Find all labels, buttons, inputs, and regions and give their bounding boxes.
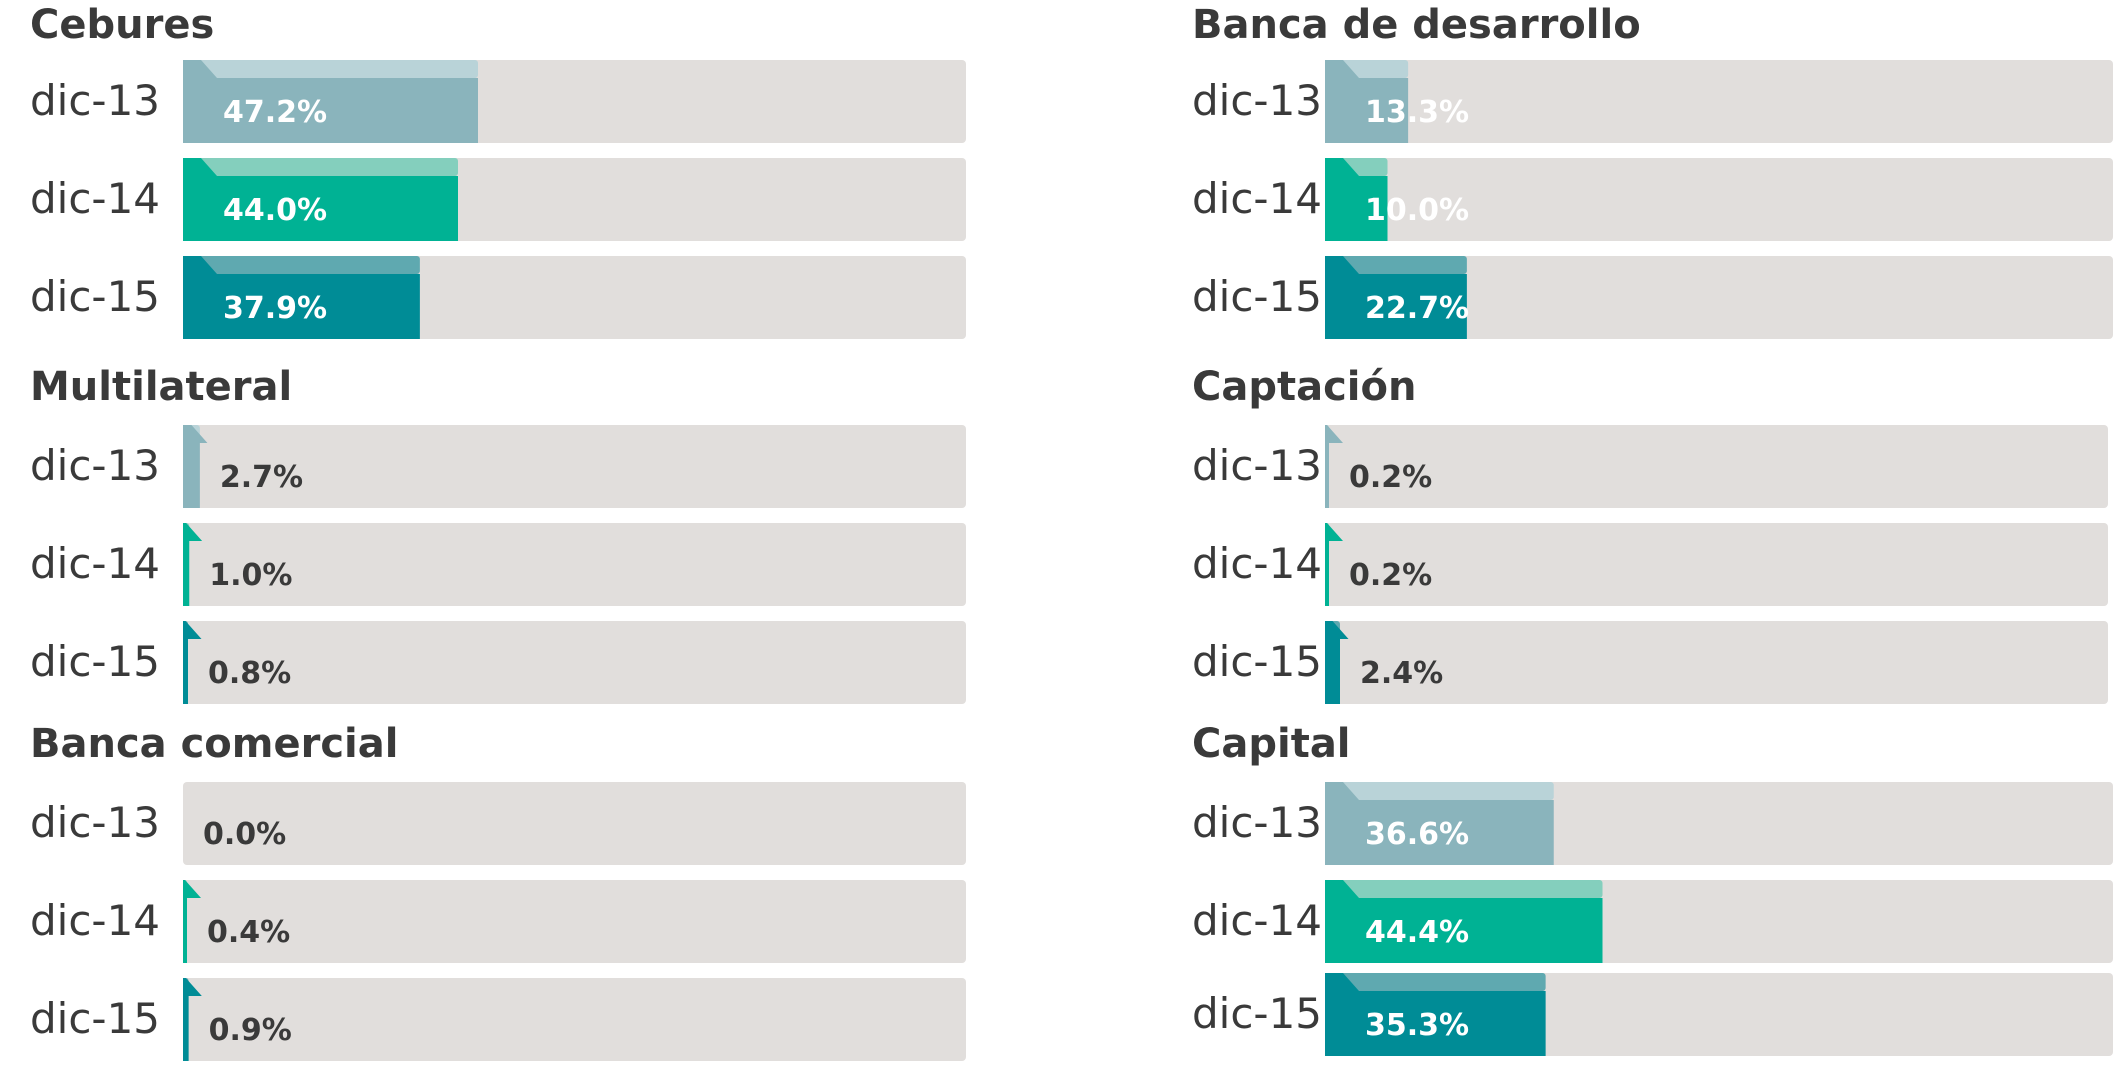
bar-highlight bbox=[183, 158, 458, 176]
category-label: dic-14 bbox=[1192, 174, 1322, 223]
bar-track bbox=[183, 880, 966, 963]
bar bbox=[183, 60, 478, 143]
bar-track bbox=[1325, 60, 2113, 143]
chart-panel: Capital dic-13 36.6% dic-14 44.4% dic-15 35.3% bbox=[1192, 721, 2113, 1056]
category-label: dic-13 bbox=[1192, 76, 1322, 125]
bar-track bbox=[183, 621, 966, 704]
chart-panel: Cebures dic-13 47.2% dic-14 44.0% dic-15 37.9% bbox=[30, 2, 966, 339]
panel-title: Banca de desarrollo bbox=[1192, 2, 1641, 48]
bar-highlight bbox=[183, 256, 420, 274]
data-label: 44.0% bbox=[223, 193, 327, 228]
data-label: 0.4% bbox=[207, 915, 290, 950]
bar-track bbox=[1325, 256, 2113, 339]
data-label: 13.3% bbox=[1365, 95, 1469, 130]
data-label: 0.2% bbox=[1349, 558, 1432, 593]
panel-title: Cebures bbox=[30, 2, 214, 48]
bar bbox=[1325, 256, 1467, 339]
category-label: dic-13 bbox=[30, 441, 160, 490]
bar-track bbox=[1325, 425, 2108, 508]
panel-title: Banca comercial bbox=[30, 721, 398, 767]
category-label: dic-14 bbox=[30, 896, 160, 945]
bar bbox=[1325, 880, 1603, 963]
data-label: 44.4% bbox=[1365, 915, 1469, 950]
bar bbox=[183, 256, 420, 339]
category-label: dic-13 bbox=[1192, 798, 1322, 847]
category-label: dic-15 bbox=[30, 272, 160, 321]
panel-title: Multilateral bbox=[30, 364, 292, 410]
data-label: 47.2% bbox=[223, 95, 327, 130]
data-label: 1.0% bbox=[209, 558, 292, 593]
chart-panel: Multilateral dic-13 2.7% dic-14 1.0% dic-15 0.… bbox=[30, 364, 966, 704]
panel-title: Captación bbox=[1192, 364, 1416, 410]
category-label: dic-14 bbox=[1192, 539, 1322, 588]
bar-highlight bbox=[1325, 782, 1554, 800]
chart-panel: Captación dic-13 0.2% dic-14 0.2% dic-15 2.4% bbox=[1192, 364, 2108, 704]
bar-track bbox=[1325, 523, 2108, 606]
bar-track bbox=[183, 978, 966, 1061]
category-label: dic-13 bbox=[1192, 441, 1322, 490]
data-label: 22.7% bbox=[1365, 291, 1469, 326]
bar-track bbox=[183, 782, 966, 865]
category-label: dic-15 bbox=[30, 994, 160, 1043]
panel-title: Capital bbox=[1192, 721, 1351, 767]
bar-track bbox=[183, 425, 966, 508]
bar bbox=[183, 425, 208, 508]
data-label: 37.9% bbox=[223, 291, 327, 326]
bar bbox=[183, 158, 458, 241]
data-label: 35.3% bbox=[1365, 1008, 1469, 1043]
data-label: 0.8% bbox=[208, 656, 291, 691]
category-label: dic-13 bbox=[30, 76, 160, 125]
data-label: 0.2% bbox=[1349, 460, 1432, 495]
bar bbox=[183, 978, 202, 1061]
bar bbox=[1325, 158, 1388, 241]
data-label: 0.9% bbox=[209, 1013, 292, 1048]
data-label: 36.6% bbox=[1365, 817, 1469, 852]
data-label: 0.0% bbox=[203, 817, 286, 852]
data-label: 2.4% bbox=[1360, 656, 1443, 691]
bar-track bbox=[1325, 621, 2108, 704]
bar bbox=[1325, 782, 1554, 865]
data-label: 2.7% bbox=[220, 460, 303, 495]
bar bbox=[183, 523, 203, 606]
category-label: dic-15 bbox=[1192, 272, 1322, 321]
bar-track bbox=[183, 523, 966, 606]
bar bbox=[1325, 60, 1409, 143]
category-label: dic-15 bbox=[1192, 989, 1322, 1038]
bar bbox=[1325, 621, 1349, 704]
bar-highlight bbox=[1325, 973, 1546, 991]
bar bbox=[1325, 425, 1343, 508]
bar bbox=[183, 880, 201, 963]
data-label: 10.0% bbox=[1365, 193, 1469, 228]
bar-highlight bbox=[1325, 256, 1467, 274]
bar-highlight bbox=[1325, 880, 1603, 898]
category-label: dic-15 bbox=[1192, 637, 1322, 686]
bar-track bbox=[1325, 158, 2113, 241]
bar-highlight bbox=[183, 60, 478, 78]
bar bbox=[1325, 973, 1546, 1056]
chart-panel: Banca de desarrollo dic-13 13.3% dic-14 10.0… bbox=[1192, 2, 2113, 339]
category-label: dic-14 bbox=[1192, 896, 1322, 945]
bar bbox=[1325, 523, 1343, 606]
category-label: dic-14 bbox=[30, 174, 160, 223]
category-label: dic-13 bbox=[30, 798, 160, 847]
chart-panel: Banca comercial dic-13 0.0% dic-14 0.4% dic-1… bbox=[30, 721, 966, 1061]
category-label: dic-14 bbox=[30, 539, 160, 588]
category-label: dic-15 bbox=[30, 637, 160, 686]
bar bbox=[183, 621, 202, 704]
